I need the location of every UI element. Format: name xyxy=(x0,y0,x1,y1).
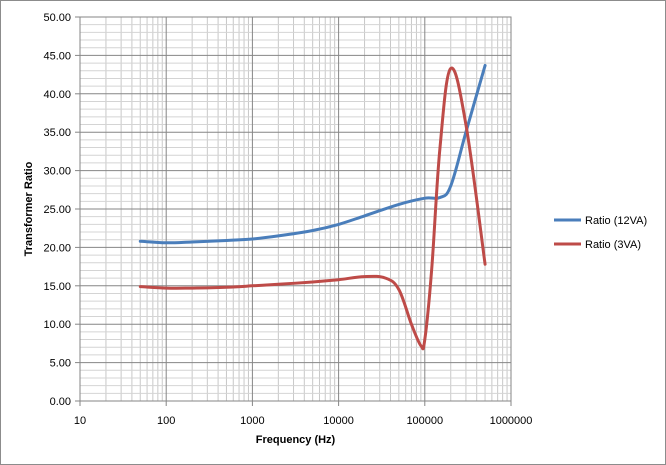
y-tick-label: 20.00 xyxy=(43,242,71,254)
x-tick-label: 10 xyxy=(74,415,86,427)
x-tick-labels: 10 100 1000 10000 100000 1000000 xyxy=(74,401,533,427)
x-tick-label: 100 xyxy=(157,415,175,427)
y-tick-label: 15.00 xyxy=(43,281,71,293)
x-tick-label: 1000000 xyxy=(490,415,533,427)
legend: Ratio (12VA) Ratio (3VA) xyxy=(554,215,647,251)
y-axis-title: Transformer Ratio xyxy=(23,161,35,256)
y-tick-label: 30.00 xyxy=(43,166,71,178)
y-tick-label: 50.00 xyxy=(43,12,71,24)
y-tick-label: 0.00 xyxy=(50,396,71,408)
x-tick-label: 100000 xyxy=(406,415,443,427)
y-tick-label: 5.00 xyxy=(50,358,71,370)
y-tick-label: 35.00 xyxy=(43,127,71,139)
y-tick-label: 40.00 xyxy=(43,89,71,101)
series-lines xyxy=(138,63,487,351)
legend-label-0: Ratio (12VA) xyxy=(585,215,647,227)
y-tick-label: 10.00 xyxy=(43,319,71,331)
y-tick-label: 45.00 xyxy=(43,50,71,62)
legend-label-1: Ratio (3VA) xyxy=(585,239,641,251)
y-tick-labels: 0.00 5.00 10.00 15.00 20.00 25.00 30.00 35.00 40… xyxy=(43,12,80,408)
x-tick-label: 10000 xyxy=(323,415,354,427)
series-line-1 xyxy=(138,66,487,351)
y-tick-label: 25.00 xyxy=(43,204,71,216)
series-line-0 xyxy=(138,63,487,245)
x-axis-title: Frequency (Hz) xyxy=(256,434,336,446)
x-tick-label: 1000 xyxy=(240,415,264,427)
major-gridlines xyxy=(79,16,512,402)
